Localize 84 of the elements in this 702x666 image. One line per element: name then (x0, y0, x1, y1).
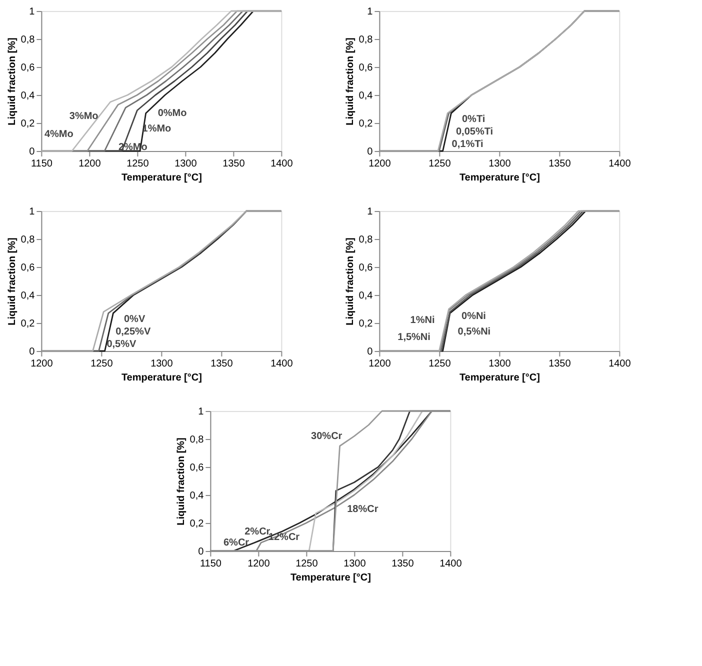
x-tick-label: 1200 (368, 158, 392, 170)
x-axis-title: Temperature [°C] (121, 172, 202, 184)
y-tick-label: 0,8 (20, 234, 36, 246)
y-tick-label: 0,8 (190, 434, 204, 446)
annotation: 1,5%Ni (398, 332, 431, 343)
annotation: 3%Mo (69, 111, 98, 122)
annotation: 1%Ni (410, 315, 435, 326)
x-tick-label: 1400 (608, 358, 632, 370)
annotation: 0,5%Ni (458, 326, 491, 338)
y-tick-label: 0,4 (358, 90, 374, 102)
y-tick-label: 0,4 (358, 290, 374, 302)
x-axis-title: Temperature [°C] (459, 372, 540, 384)
annotation: 0,5%V (106, 339, 136, 350)
annotation: 0%V (124, 314, 146, 325)
y-tick-label: 0 (29, 146, 36, 158)
y-tick-label: 0,2 (358, 118, 374, 130)
x-tick-label: 1150 (200, 558, 222, 570)
x-tick-label: 1350 (222, 158, 246, 170)
x-tick-label: 1350 (392, 558, 414, 570)
x-tick-label: 1400 (270, 358, 294, 370)
x-tick-label: 1300 (344, 558, 366, 570)
y-tick-label: 0,2 (190, 518, 204, 530)
annotation: 0%Mo (158, 108, 187, 120)
x-tick-label: 1400 (270, 158, 294, 170)
y-tick-label: 0,8 (358, 234, 374, 246)
x-tick-label: 1250 (428, 358, 452, 370)
y-tick-label: 0,8 (358, 34, 374, 46)
annotation: 0%Ni (462, 311, 486, 322)
y-tick-label: 0,8 (20, 34, 36, 46)
y-axis-title: Liquid fraction [%] (344, 38, 356, 126)
x-tick-label: 1150 (30, 158, 53, 170)
x-tick-label: 1400 (608, 158, 632, 170)
x-tick-label: 1350 (548, 358, 572, 370)
y-tick-label: 0,2 (20, 318, 36, 330)
y-tick-label: 0 (29, 346, 36, 358)
y-tick-label: 1 (29, 6, 36, 18)
y-axis-title: Liquid fraction [%] (344, 238, 356, 326)
annotation: 2%Cr (244, 526, 270, 538)
annotation: 0,1%Ti (452, 139, 484, 150)
x-tick-label: 1400 (440, 558, 462, 570)
x-tick-label: 1250 (428, 158, 452, 170)
y-tick-label: 0,2 (20, 118, 36, 130)
annotation: 0,05%Ti (456, 126, 494, 138)
x-tick-label: 1200 (30, 358, 54, 370)
x-axis-title: Temperature [°C] (290, 572, 371, 584)
x-axis-title: Temperature [°C] (121, 372, 202, 384)
x-tick-label: 1250 (296, 558, 318, 570)
y-tick-label: 0 (367, 146, 374, 158)
x-tick-label: 1250 (90, 358, 114, 370)
y-tick-label: 0,2 (358, 318, 374, 330)
y-tick-label: 0,6 (190, 462, 204, 474)
y-tick-label: 0,6 (20, 262, 36, 274)
y-tick-label: 0,6 (358, 62, 374, 74)
y-tick-label: 0,4 (20, 90, 36, 102)
y-tick-label: 0,4 (190, 490, 204, 502)
x-tick-label: 1250 (126, 158, 150, 170)
y-tick-label: 1 (367, 6, 374, 18)
annotation: 4%Mo (44, 129, 74, 140)
y-tick-label: 0,4 (20, 290, 36, 302)
x-tick-label: 1300 (174, 158, 198, 170)
y-tick-label: 1 (367, 206, 374, 218)
annotation: 30%Cr (311, 431, 342, 442)
x-tick-label: 1300 (150, 358, 174, 370)
y-axis-title: Liquid fraction [%] (6, 38, 18, 126)
x-tick-label: 1300 (488, 158, 512, 170)
annotation: 0,25%V (116, 326, 151, 338)
y-axis-title: Liquid fraction [%] (176, 438, 187, 526)
x-tick-label: 1200 (248, 558, 270, 570)
annotation: 18%Cr (347, 504, 378, 515)
y-tick-label: 0 (367, 346, 374, 358)
y-tick-label: 1 (29, 206, 36, 218)
y-tick-label: 0,6 (20, 62, 36, 74)
y-tick-label: 0 (198, 546, 204, 558)
y-tick-label: 0,6 (358, 262, 374, 274)
x-axis-title: Temperature [°C] (459, 172, 540, 184)
annotation: 0%Ti (462, 114, 486, 125)
y-tick-label: 1 (198, 406, 204, 418)
x-tick-label: 1350 (548, 158, 572, 170)
x-tick-label: 1350 (210, 358, 234, 370)
y-axis-title: Liquid fraction [%] (6, 238, 18, 326)
annotation: 6%Cr (223, 538, 250, 549)
x-tick-label: 1200 (368, 358, 392, 370)
x-tick-label: 1200 (78, 158, 102, 170)
x-tick-label: 1300 (488, 358, 512, 370)
